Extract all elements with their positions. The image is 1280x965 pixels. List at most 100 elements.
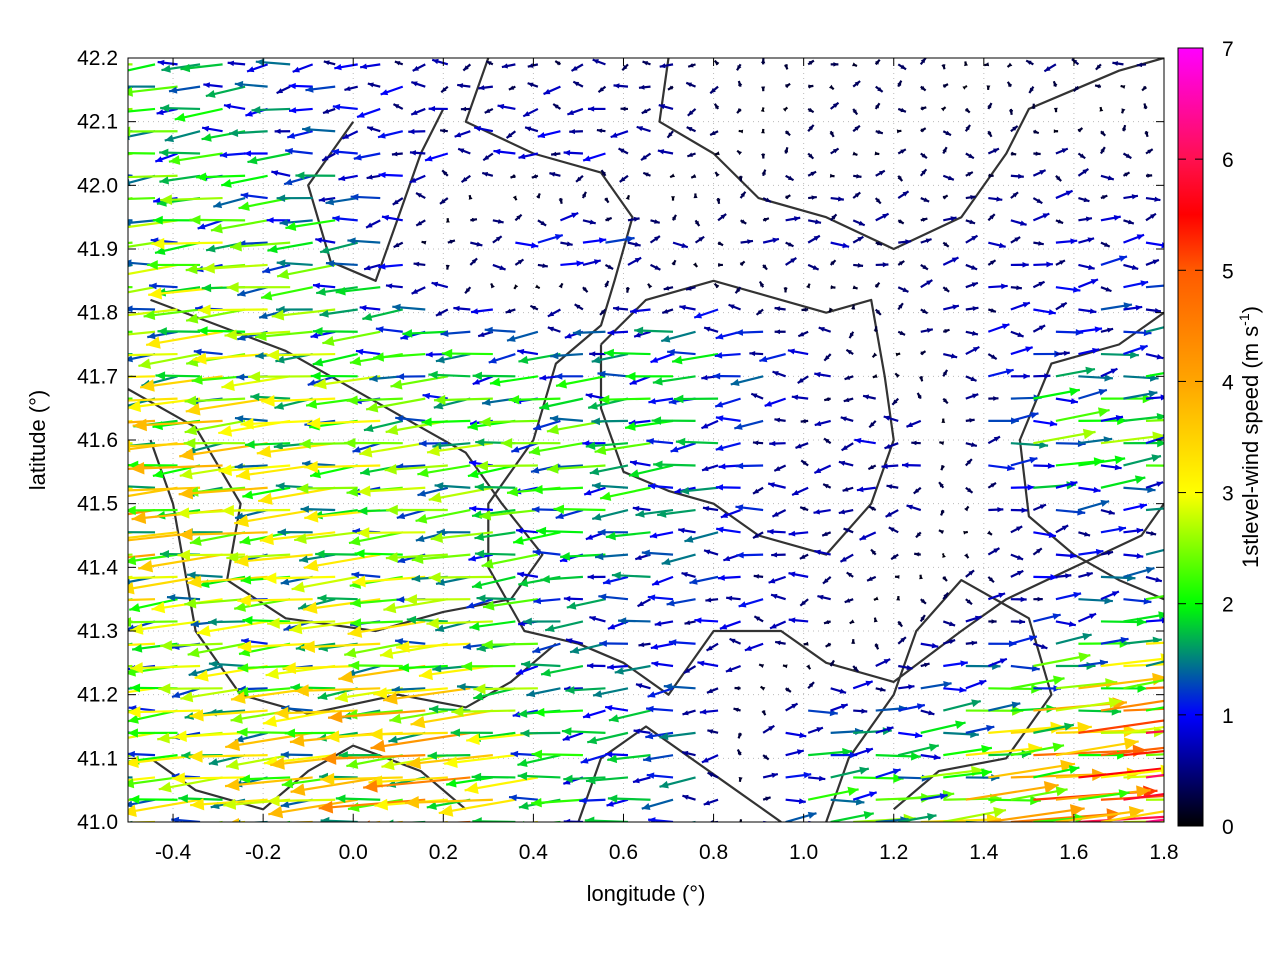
- wind-arrow: [1100, 147, 1104, 153]
- wind-arrow: [869, 421, 875, 427]
- wind-arrow: [59, 465, 132, 477]
- wind-arrow: [394, 243, 403, 248]
- colorbar-tick-label: 3: [1222, 483, 1234, 506]
- arrow-head: [99, 727, 108, 734]
- arrow-head: [626, 372, 636, 381]
- wind-arrow: [650, 532, 673, 538]
- wind-arrow: [1056, 662, 1096, 670]
- arrow-head: [738, 733, 742, 738]
- arrow-head: [1208, 634, 1222, 646]
- arrow-head: [444, 756, 458, 768]
- arrow-head: [54, 470, 69, 482]
- arrow-head: [419, 440, 427, 447]
- wind-arrow: [1123, 528, 1143, 534]
- arrow-shaft: [98, 399, 177, 402]
- arrow-head: [715, 352, 722, 358]
- arrow-head: [992, 619, 997, 624]
- arrow-head: [185, 425, 197, 435]
- wind-arrow: [943, 84, 948, 88]
- arrow-head: [682, 710, 688, 715]
- wind-arrow: [1011, 635, 1037, 644]
- wind-arrow: [943, 287, 949, 292]
- wind-arrow: [352, 576, 425, 588]
- wind-arrow: [792, 395, 808, 400]
- wind-arrow: [1033, 130, 1038, 134]
- wind-arrow: [966, 172, 973, 176]
- arrow-shaft: [99, 198, 155, 200]
- arrow-head: [121, 87, 133, 97]
- wind-arrow: [739, 130, 743, 134]
- wind-arrow: [987, 103, 991, 109]
- wind-arrow: [761, 687, 766, 691]
- wind-arrow: [292, 822, 381, 838]
- arrow-head: [1025, 346, 1032, 352]
- arrow-head: [948, 176, 954, 181]
- arrow-head: [585, 816, 595, 824]
- arrow-shaft: [279, 822, 335, 833]
- wind-arrow: [1123, 220, 1133, 225]
- arrow-head: [411, 716, 426, 728]
- wind-arrow: [498, 104, 516, 110]
- wind-arrow: [966, 641, 977, 646]
- wind-arrow: [501, 438, 561, 448]
- arrow-head: [301, 641, 315, 654]
- wind-arrow: [713, 373, 741, 380]
- wind-arrow: [1056, 525, 1068, 532]
- arrow-head: [1053, 675, 1065, 685]
- arrow-head: [118, 826, 130, 836]
- wind-arrow: [621, 107, 628, 111]
- wind-arrow: [715, 61, 720, 66]
- wind-arrow: [523, 618, 560, 626]
- wind-arrow: [921, 58, 926, 64]
- wind-arrow: [898, 303, 903, 309]
- arrow-head: [942, 576, 947, 581]
- wind-arrow: [507, 131, 516, 138]
- wind-arrow: [844, 398, 853, 403]
- wind-arrow: [633, 777, 651, 783]
- arrow-head: [181, 751, 190, 759]
- wind-arrow: [559, 283, 563, 288]
- wind-arrow: [829, 85, 834, 89]
- arrow-head: [540, 575, 550, 583]
- arrow-head: [911, 752, 921, 761]
- wind-arrow: [703, 506, 718, 511]
- wind-arrow: [1146, 174, 1152, 178]
- wind-arrow: [651, 354, 674, 363]
- wind-arrow: [507, 332, 538, 342]
- wind-arrow: [662, 555, 696, 566]
- wind-arrow: [651, 219, 660, 224]
- arrow-head: [687, 153, 693, 157]
- wind-arrow: [831, 149, 839, 154]
- arrow-head: [225, 778, 240, 791]
- wind-arrow: [988, 658, 1007, 666]
- arrow-head: [667, 600, 675, 607]
- wind-arrow: [129, 795, 177, 804]
- wind-arrow: [429, 572, 493, 583]
- wind-arrow: [785, 84, 790, 88]
- wind-arrow: [357, 109, 380, 118]
- wind-arrow: [831, 688, 846, 693]
- wind-arrow: [731, 376, 763, 386]
- arrow-head: [170, 821, 184, 833]
- wind-arrow: [224, 103, 245, 109]
- wind-arrow: [798, 376, 808, 383]
- arrow-head: [225, 818, 239, 831]
- y-tick-label: 41.1: [77, 747, 118, 770]
- wind-arrow: [446, 218, 450, 222]
- arrow-head: [753, 440, 758, 445]
- wind-arrow: [553, 505, 605, 514]
- wind-arrow: [965, 125, 970, 131]
- wind-arrow: [704, 327, 718, 332]
- wind-arrow: [718, 575, 741, 581]
- arrow-head: [586, 534, 593, 540]
- wind-arrow: [841, 416, 853, 421]
- wind-arrow: [225, 818, 312, 831]
- arrow-head: [399, 663, 409, 672]
- wind-arrow: [966, 154, 974, 159]
- wind-arrow: [540, 575, 583, 583]
- wind-arrow: [451, 706, 515, 717]
- arrow-head: [852, 62, 857, 66]
- arrow-head: [202, 133, 212, 141]
- wind-arrow: [876, 262, 889, 267]
- wind-arrow: [1033, 548, 1041, 554]
